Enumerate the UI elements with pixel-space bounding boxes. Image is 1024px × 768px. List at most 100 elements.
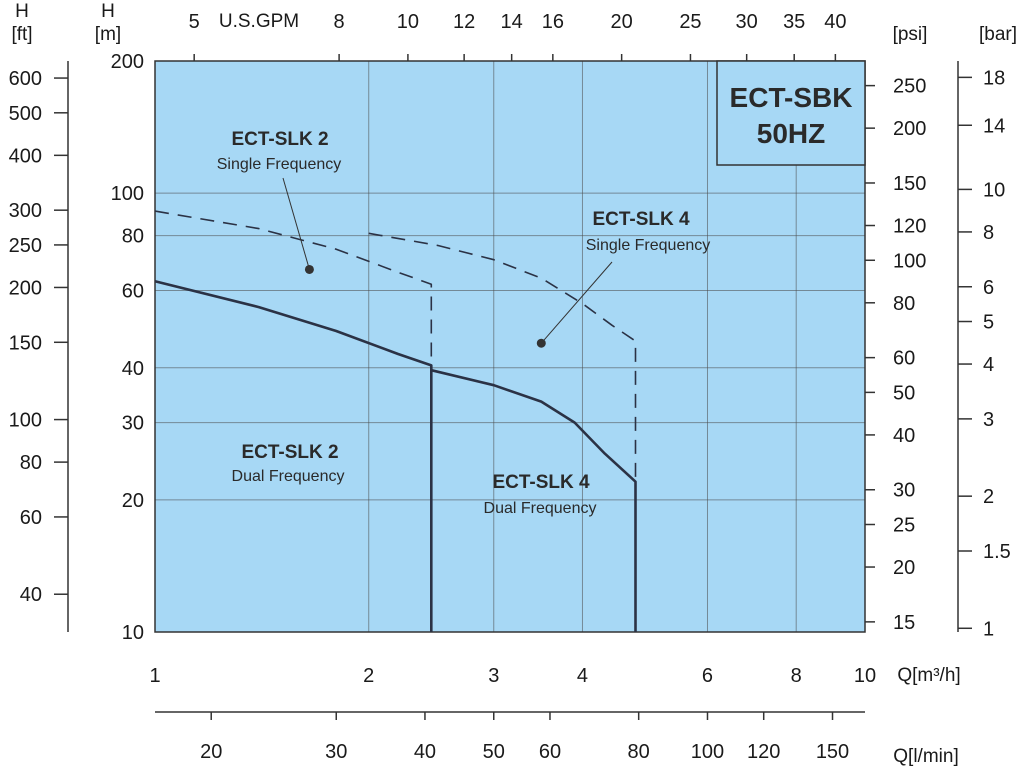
- leader-line-1: [540, 261, 613, 344]
- unit-bar: [bar]: [979, 24, 1017, 45]
- grid-lines: [155, 61, 865, 632]
- unit-lpm: Q[l/min]: [893, 746, 958, 767]
- lpm-tick-label-120: 120: [747, 741, 780, 763]
- gpm-tick-label-25: 25: [679, 11, 701, 33]
- unit-m-bottom: [m]: [95, 24, 121, 45]
- label-slk2-single-title: ECT-SLK 2: [231, 129, 328, 150]
- bar-tick-label-18: 18: [983, 67, 1005, 89]
- ft-tick-label-80: 80: [20, 452, 42, 474]
- psi-tick-label-250: 250: [893, 76, 926, 98]
- leader-marker-1: [536, 338, 546, 348]
- curve-ect-slk-4-single-frequency: [368, 232, 637, 632]
- y-axis-psi: 15 20 25 30 40 50 60 80 100 120 150 200 250: [865, 76, 926, 634]
- label-slk2-dual-sub: Dual Frequency: [232, 468, 345, 485]
- ft-tick-label-100: 100: [9, 410, 42, 432]
- gpm-tick-label-20: 20: [611, 11, 633, 33]
- model-name: ECT-SBK: [730, 82, 853, 113]
- m-tick-label-30: 30: [122, 413, 144, 435]
- ft-tick-label-40: 40: [20, 584, 42, 606]
- lpm-tick-label-40: 40: [414, 741, 436, 763]
- ft-tick-label-400: 400: [9, 145, 42, 167]
- gpm-tick-label-10: 10: [397, 11, 419, 33]
- leader-line-0: [282, 177, 310, 270]
- x-axis-gpm: 5 8 10 12 14 16 20 25 30 35 40: [189, 11, 847, 61]
- gpm-tick-label-8: 8: [334, 11, 345, 33]
- psi-tick-label-40: 40: [893, 425, 915, 447]
- gpm-tick-label-12: 12: [453, 11, 475, 33]
- gpm-tick-label-40: 40: [824, 11, 846, 33]
- bar-tick-label-3: 3: [983, 409, 994, 431]
- unit-ft-top: H: [15, 1, 29, 22]
- psi-tick-label-200: 200: [893, 118, 926, 140]
- curve-ect-slk-2-single-frequency: [154, 210, 433, 364]
- psi-tick-label-120: 120: [893, 216, 926, 238]
- bar-tick-label-5: 5: [983, 312, 994, 334]
- bar-tick-label-2: 2: [983, 486, 994, 508]
- psi-tick-label-100: 100: [893, 250, 926, 272]
- bar-tick-label-1.5: 1.5: [983, 541, 1011, 563]
- lpm-tick-label-20: 20: [200, 741, 222, 763]
- psi-tick-label-150: 150: [893, 173, 926, 195]
- m-tick-label-60: 60: [122, 280, 144, 302]
- series-annotations: ECT-SLK 2 Single Frequency ECT-SLK 4 Sin…: [217, 129, 711, 517]
- model-box-frame: [716, 60, 866, 166]
- unit-m3h: Q[m³/h]: [897, 665, 960, 686]
- psi-tick-label-20: 20: [893, 557, 915, 579]
- x-tick-label-2: 2: [363, 665, 374, 687]
- x-axis-m3h: 1 2 3 4 6 8 10: [149, 665, 876, 687]
- label-slk2-dual-title: ECT-SLK 2: [241, 442, 338, 463]
- psi-tick-label-15: 15: [893, 612, 915, 634]
- gpm-tick-label-5: 5: [189, 11, 200, 33]
- bar-tick-label-14: 14: [983, 115, 1005, 137]
- lpm-tick-label-150: 150: [816, 741, 849, 763]
- psi-tick-label-50: 50: [893, 382, 915, 404]
- m-tick-label-200: 200: [111, 51, 144, 73]
- psi-tick-label-30: 30: [893, 480, 915, 502]
- lpm-tick-label-60: 60: [539, 741, 561, 763]
- bar-tick-label-1: 1: [983, 618, 994, 640]
- label-slk4-dual-title: ECT-SLK 4: [492, 472, 590, 493]
- m-tick-label-40: 40: [122, 358, 144, 380]
- lpm-tick-label-30: 30: [325, 741, 347, 763]
- psi-tick-label-25: 25: [893, 515, 915, 537]
- plot-frame: [154, 60, 866, 633]
- ft-tick-label-60: 60: [20, 507, 42, 529]
- y-axis-ft: 40 60 80 100 150 200 250 300 400 500 600: [9, 61, 69, 632]
- x-tick-label-1: 1: [149, 665, 160, 687]
- m-tick-label-100: 100: [111, 183, 144, 205]
- curve-ect-slk-4-dual-frequency: [430, 368, 637, 632]
- psi-tick-label-80: 80: [893, 293, 915, 315]
- gpm-tick-label-35: 35: [783, 11, 805, 33]
- x-tick-label-6: 6: [702, 665, 713, 687]
- x-axis-lpm: 20 30 40 50 60 80 100 120 150: [155, 711, 865, 763]
- bar-tick-label-4: 4: [983, 354, 994, 376]
- x-tick-label-8: 8: [791, 665, 802, 687]
- bar-tick-label-10: 10: [983, 179, 1005, 201]
- leader-marker-0: [304, 264, 314, 274]
- model-frequency: 50HZ: [757, 118, 825, 149]
- label-slk4-dual-sub: Dual Frequency: [484, 500, 597, 517]
- x-tick-label-10: 10: [854, 665, 876, 687]
- lpm-tick-label-100: 100: [691, 741, 724, 763]
- m-tick-label-80: 80: [122, 226, 144, 248]
- ft-tick-label-300: 300: [9, 200, 42, 222]
- label-slk4-single-sub: Single Frequency: [586, 237, 711, 254]
- ft-tick-label-500: 500: [9, 103, 42, 125]
- curve-ect-slk-2-dual-frequency: [154, 279, 433, 632]
- gpm-tick-label-30: 30: [736, 11, 758, 33]
- unit-ft-bottom: [ft]: [11, 24, 32, 45]
- gpm-tick-label-14: 14: [501, 11, 523, 33]
- gpm-tick-label-16: 16: [542, 11, 564, 33]
- ft-tick-label-200: 200: [9, 277, 42, 299]
- x-tick-label-4: 4: [577, 665, 588, 687]
- model-label-box: ECT-SBK 50HZ: [716, 60, 866, 166]
- x-tick-label-3: 3: [488, 665, 499, 687]
- bar-tick-label-8: 8: [983, 222, 994, 244]
- bar-tick-label-6: 6: [983, 277, 994, 299]
- m-tick-label-20: 20: [122, 490, 144, 512]
- unit-psi: [psi]: [893, 24, 928, 45]
- unit-m-top: H: [101, 1, 115, 22]
- ft-tick-label-150: 150: [9, 332, 42, 354]
- m-tick-label-10: 10: [122, 622, 144, 644]
